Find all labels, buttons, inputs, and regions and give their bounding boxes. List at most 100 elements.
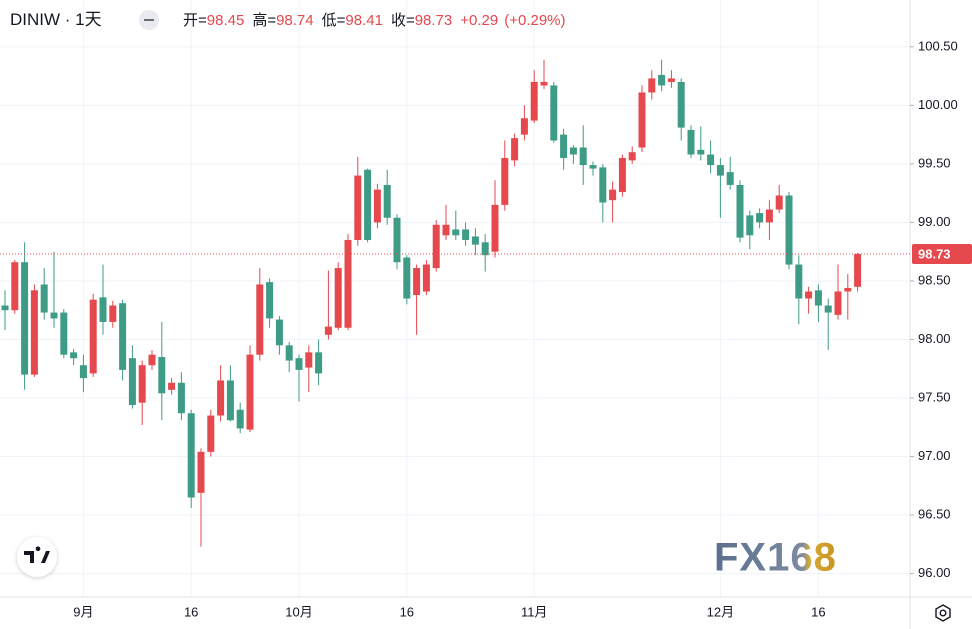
candle-body bbox=[168, 382, 176, 390]
candle-body bbox=[79, 365, 87, 379]
header: DINIW · 1天 bbox=[10, 10, 102, 29]
candle-body bbox=[854, 254, 862, 287]
candle-body bbox=[413, 268, 421, 295]
candle-body bbox=[824, 305, 832, 313]
candle-body bbox=[618, 158, 626, 192]
candle-body bbox=[814, 290, 822, 306]
candle-body bbox=[40, 284, 48, 313]
candle-body bbox=[785, 195, 793, 265]
candle-body bbox=[158, 357, 166, 394]
candle-body bbox=[609, 189, 617, 201]
candle-body bbox=[687, 129, 695, 155]
ohlc-value: 98.41 bbox=[345, 12, 383, 29]
candle-body bbox=[305, 352, 313, 368]
candle-body bbox=[491, 204, 499, 252]
collapse-button[interactable] bbox=[139, 10, 159, 30]
candle-body bbox=[403, 257, 411, 299]
candle-body bbox=[834, 291, 842, 315]
candle-body bbox=[148, 354, 156, 366]
candle-body bbox=[373, 189, 381, 223]
y-tick-label: 99.00 bbox=[918, 214, 951, 229]
candle-body bbox=[89, 299, 97, 374]
candle-body bbox=[187, 413, 195, 498]
candle-body bbox=[432, 224, 440, 269]
y-tick-label: 99.50 bbox=[918, 155, 951, 170]
candle-body bbox=[50, 312, 58, 319]
candle-body bbox=[550, 85, 558, 141]
settings-button[interactable] bbox=[935, 604, 951, 622]
ohlc-label: 收= bbox=[391, 12, 415, 29]
candle-body bbox=[344, 239, 352, 328]
candle-body bbox=[1, 305, 9, 311]
tv-logo[interactable] bbox=[17, 537, 57, 577]
y-tick-label: 100.00 bbox=[918, 97, 958, 112]
candle-body bbox=[756, 213, 764, 223]
candle-body bbox=[275, 319, 283, 346]
y-tick-label: 96.00 bbox=[918, 565, 951, 580]
candle-body bbox=[628, 152, 636, 161]
ohlc-value: 98.73 bbox=[415, 12, 453, 29]
y-tick-label: 97.00 bbox=[918, 448, 951, 463]
ohlc-value: 98.45 bbox=[207, 12, 245, 29]
change-percent: (+0.29%) bbox=[504, 12, 565, 29]
candle-body bbox=[383, 184, 391, 218]
candle-body bbox=[70, 352, 78, 359]
y-tick-label: 97.50 bbox=[918, 389, 951, 404]
candle-body bbox=[638, 92, 646, 148]
y-tick-label: 98.50 bbox=[918, 272, 951, 287]
candle-body bbox=[658, 74, 666, 86]
candle-body bbox=[109, 305, 117, 322]
candle-body bbox=[677, 81, 685, 128]
candle-body bbox=[354, 175, 362, 240]
candle-body bbox=[775, 195, 783, 210]
candle-body bbox=[364, 169, 372, 240]
candle-body bbox=[226, 380, 234, 421]
symbol-title: DINIW · 1天 bbox=[10, 10, 102, 29]
candle-body bbox=[266, 282, 274, 319]
candle-body bbox=[393, 217, 401, 263]
ohlc-value: 98.74 bbox=[276, 12, 314, 29]
candle-body bbox=[746, 215, 754, 236]
candle-body bbox=[795, 264, 803, 299]
candle-body bbox=[315, 352, 323, 374]
x-tick-label: 9月 bbox=[73, 604, 93, 619]
candle-body bbox=[236, 409, 244, 429]
candle-body bbox=[442, 224, 450, 236]
x-tick-label: 10月 bbox=[285, 604, 312, 619]
candle-body bbox=[765, 209, 773, 223]
candle-body bbox=[462, 229, 470, 240]
candle-body bbox=[422, 264, 430, 292]
candle-body bbox=[217, 380, 225, 416]
candle-body bbox=[844, 287, 852, 292]
change: +0.29 bbox=[460, 12, 498, 29]
candle-body bbox=[452, 229, 460, 236]
candle-body bbox=[569, 147, 577, 155]
candle-body bbox=[589, 165, 597, 169]
last-price-tag bbox=[912, 244, 972, 265]
candle-body bbox=[177, 382, 185, 414]
candle-body bbox=[30, 290, 38, 375]
candle-body bbox=[197, 451, 205, 493]
candle-body bbox=[501, 158, 509, 205]
candle-body bbox=[256, 284, 264, 355]
candle-body bbox=[707, 154, 715, 166]
y-tick-label: 96.50 bbox=[918, 506, 951, 521]
candle-body bbox=[648, 78, 656, 93]
candle-body bbox=[726, 172, 734, 185]
candle-body bbox=[119, 303, 127, 370]
candle-body bbox=[99, 297, 107, 322]
candle-body bbox=[128, 358, 136, 406]
ohlc-legend: 开=98.45 高=98.74 低=98.41 收=98.73 +0.29 (+0.29%… bbox=[183, 12, 566, 29]
grid bbox=[0, 0, 910, 597]
y-tick-label: 100.50 bbox=[918, 38, 958, 53]
ohlc-label: 低= bbox=[322, 12, 346, 29]
ohlc-label: 开= bbox=[183, 12, 207, 29]
candle-body bbox=[60, 312, 68, 355]
candle-body bbox=[520, 118, 528, 135]
x-tick-label: 16 bbox=[184, 604, 198, 619]
x-tick-label: 16 bbox=[811, 604, 825, 619]
candle-body bbox=[481, 242, 489, 256]
candle-body bbox=[736, 184, 744, 238]
